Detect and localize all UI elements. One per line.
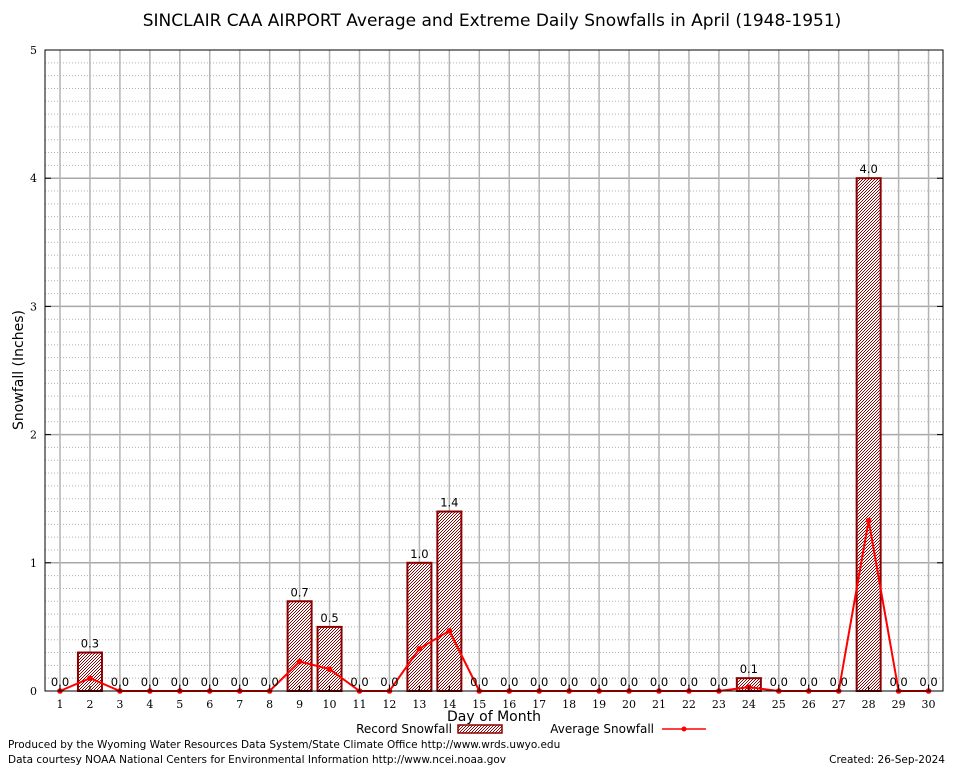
bar-label-day-23: 0.0 [710, 675, 728, 689]
x-ticks: 1 2 3 4 5 6 7 8 9 10 11 12 13 14 15 16 17 18 19 20 21 22 23 24 2… [57, 686, 936, 711]
bar-label-day-26: 0.0 [800, 675, 818, 689]
bar-label-day-6: 0.0 [201, 675, 219, 689]
bar-day-13 [406, 561, 433, 692]
y-tick-label: 2 [30, 429, 37, 442]
x-tick-label: 18 [562, 698, 576, 711]
footer-produced-by: Produced by the Wyoming Water Resources … [8, 739, 560, 751]
y-tick-label: 4 [30, 172, 37, 185]
x-tick-label: 20 [622, 698, 636, 711]
y-tick-label: 3 [30, 300, 37, 313]
bar-day-10 [316, 625, 343, 693]
bar-label-day-28: 4.0 [860, 162, 878, 176]
x-tick-label: 25 [772, 698, 786, 711]
bar-label-day-5: 0.0 [171, 675, 189, 689]
bar-label-day-20: 0.0 [620, 675, 638, 689]
bar-label-day-12: 0.0 [380, 675, 398, 689]
x-tick-label: 8 [266, 698, 273, 711]
x-tick-label: 1 [57, 698, 64, 711]
x-tick-label: 29 [892, 698, 906, 711]
x-tick-label: 9 [296, 698, 303, 711]
bar-day-2 [76, 651, 103, 692]
x-tick-label: 22 [682, 698, 696, 711]
legend-swatch-record [457, 724, 503, 734]
y-axis-title: Snowfall (Inches) [11, 310, 27, 430]
bar-labels: 0.0 0.3 0.0 0.0 0.0 0.0 0.0 0.0 0.7 0.5 0.0 0.0 1.0 1… [51, 162, 938, 689]
x-tick-label: 19 [592, 698, 606, 711]
plot-frame [44, 49, 944, 692]
bar-label-day-10: 0.5 [320, 611, 338, 625]
bar-label-day-9: 0.7 [290, 585, 308, 599]
x-tick-label: 11 [353, 698, 367, 711]
x-tick-label: 13 [412, 698, 426, 711]
legend-label-average: Average Snowfall [550, 722, 654, 736]
average-point-day-13 [416, 645, 423, 652]
x-tick-label: 10 [323, 698, 337, 711]
average-line [57, 517, 932, 694]
y-tick-label: 5 [30, 44, 37, 57]
y-tick-label: 0 [30, 685, 37, 698]
bar-label-day-18: 0.0 [560, 675, 578, 689]
bars [76, 177, 882, 693]
bar-label-day-19: 0.0 [590, 675, 608, 689]
bar-label-day-8: 0.0 [261, 675, 279, 689]
average-point-day-28 [865, 517, 872, 524]
x-tick-label: 26 [802, 698, 816, 711]
bar-label-day-25: 0.0 [770, 675, 788, 689]
legend-swatch-average-marker [681, 726, 687, 732]
average-point-day-10 [326, 666, 333, 673]
bar-day-28 [855, 177, 882, 692]
x-tick-label: 2 [86, 698, 93, 711]
x-tick-label: 24 [742, 698, 756, 711]
chart-title: SINCLAIR CAA AIRPORT Average and Extreme… [143, 11, 842, 31]
x-tick-label: 16 [502, 698, 516, 711]
x-tick-label: 15 [472, 698, 486, 711]
bar-label-day-1: 0.0 [51, 675, 69, 689]
bar-label-day-15: 0.0 [470, 675, 488, 689]
x-tick-label: 14 [442, 698, 456, 711]
x-tick-label: 7 [236, 698, 243, 711]
bar-day-14 [436, 510, 463, 692]
bar-label-day-21: 0.0 [650, 675, 668, 689]
bar-label-day-29: 0.0 [889, 675, 907, 689]
bar-label-day-4: 0.0 [141, 675, 159, 689]
x-axis-title: Day of Month [447, 709, 541, 725]
x-tick-label: 3 [116, 698, 123, 711]
x-tick-label: 12 [382, 698, 396, 711]
x-tick-label: 28 [862, 698, 876, 711]
bar-label-day-24: 0.1 [740, 662, 758, 676]
footer-data-courtesy: Data courtesy NOAA National Centers for … [8, 754, 506, 766]
bar-label-day-22: 0.0 [680, 675, 698, 689]
bar-label-day-13: 1.0 [410, 547, 428, 561]
average-point-day-14 [446, 627, 453, 634]
y-tick-label: 1 [30, 557, 37, 570]
x-tick-label: 30 [922, 698, 936, 711]
bar-label-day-7: 0.0 [231, 675, 249, 689]
legend: Record Snowfall Average Snowfall [356, 722, 706, 736]
bar-label-day-27: 0.0 [830, 675, 848, 689]
x-tick-label: 21 [652, 698, 666, 711]
bar-label-day-14: 1.4 [440, 496, 458, 510]
x-tick-label: 23 [712, 698, 726, 711]
bar-label-day-17: 0.0 [530, 675, 548, 689]
footer-created-date: Created: 26-Sep-2024 [829, 754, 945, 766]
bar-label-day-11: 0.0 [350, 675, 368, 689]
bar-label-day-2: 0.3 [81, 637, 99, 651]
bar-day-9 [286, 600, 313, 693]
x-tick-label: 4 [146, 698, 153, 711]
x-tick-label: 17 [532, 698, 546, 711]
legend-label-record: Record Snowfall [356, 722, 452, 736]
x-tick-label: 27 [832, 698, 846, 711]
average-point-day-2 [87, 675, 93, 681]
bar-label-day-3: 0.0 [111, 675, 129, 689]
x-tick-label: 5 [176, 698, 183, 711]
y-ticks: 0 1 2 3 4 5 [30, 44, 943, 698]
bar-label-day-30: 0.0 [919, 675, 937, 689]
average-point-day-9 [296, 658, 303, 665]
grid [45, 50, 943, 691]
bar-label-day-16: 0.0 [500, 675, 518, 689]
x-tick-label: 6 [206, 698, 213, 711]
